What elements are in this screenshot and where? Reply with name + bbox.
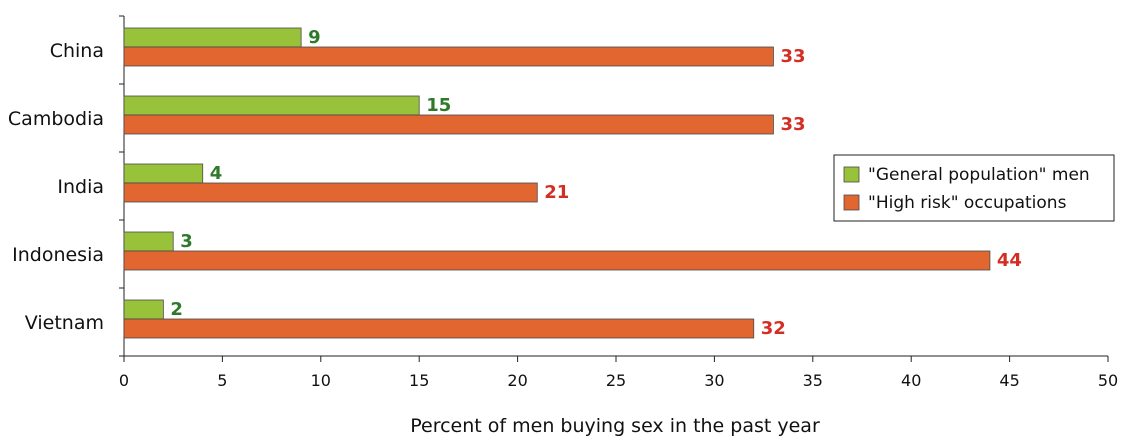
bar-general-population <box>123 95 420 116</box>
bar-general-population <box>123 299 164 320</box>
legend-swatch-high-risk <box>843 194 860 211</box>
bar-high-risk <box>123 46 774 67</box>
data-label: 9 <box>308 27 321 48</box>
category-label: China <box>50 40 104 62</box>
data-label: 4 <box>210 163 223 184</box>
legend-swatch-general-population <box>843 166 860 183</box>
data-label: 15 <box>426 95 451 116</box>
data-label: 33 <box>780 46 805 67</box>
data-label: 2 <box>170 299 183 320</box>
x-tick-label: 15 <box>409 371 429 390</box>
bar-high-risk <box>123 182 538 203</box>
legend: "General population" men "High risk" occu… <box>833 154 1115 222</box>
bar-general-population <box>123 27 302 48</box>
bar-high-risk <box>123 250 991 271</box>
category-label: Indonesia <box>12 244 104 266</box>
category-label: India <box>57 176 104 198</box>
bar-high-risk <box>123 114 774 135</box>
category-label: Vietnam <box>25 312 104 334</box>
x-tick-label: 10 <box>311 371 331 390</box>
x-tick-label: 50 <box>1098 371 1118 390</box>
legend-label: "General population" men <box>868 165 1090 185</box>
x-tick-label: 20 <box>507 371 527 390</box>
x-tick-label: 5 <box>217 371 227 390</box>
x-tick-label: 25 <box>606 371 626 390</box>
legend-label: "High risk" occupations <box>868 193 1067 213</box>
x-tick-label: 30 <box>704 371 724 390</box>
data-label: 3 <box>180 231 193 252</box>
bars <box>123 27 991 339</box>
bar-general-population <box>123 163 204 184</box>
data-label: 32 <box>761 318 786 339</box>
data-label: 21 <box>544 182 569 203</box>
x-tick-label: 45 <box>999 371 1019 390</box>
bar-general-population <box>123 231 174 252</box>
x-tick-label: 40 <box>901 371 921 390</box>
labels: China 9 33 Cambodia 15 33 India 4 21 Indonesia 3 44… <box>8 27 1022 339</box>
x-axis-title: Percent of men buying sex in the past ye… <box>410 415 820 437</box>
legend-box <box>833 154 1115 222</box>
data-label: 44 <box>997 250 1022 271</box>
bar-high-risk <box>123 318 755 339</box>
x-tick-label: 35 <box>803 371 823 390</box>
category-label: Cambodia <box>8 108 104 130</box>
x-tick-label: 0 <box>119 371 129 390</box>
axes: 0 5 10 15 20 25 30 35 40 45 50 <box>119 15 1118 390</box>
data-label: 33 <box>780 114 805 135</box>
